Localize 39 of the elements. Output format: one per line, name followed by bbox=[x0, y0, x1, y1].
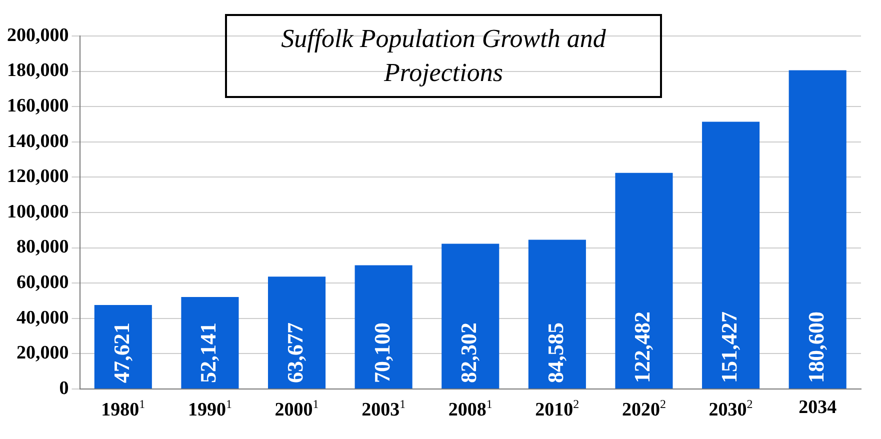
x-tick-label: 2030$^{2}$ bbox=[708, 397, 753, 422]
y-tick-label: 80,000 bbox=[16, 236, 69, 258]
x-tick-label: 2010$^{2}$ bbox=[535, 397, 580, 422]
data-label: 70,100 bbox=[369, 322, 394, 383]
y-tick-label: 20,000 bbox=[16, 342, 69, 364]
x-tick-label: 2000$^{1}$ bbox=[274, 397, 319, 422]
bar bbox=[181, 296, 239, 388]
bar bbox=[442, 244, 500, 388]
x-tick-label: 2008$^{1}$ bbox=[448, 397, 492, 422]
data-label: 84,585 bbox=[542, 322, 568, 383]
data-label: 122,482 bbox=[630, 312, 655, 383]
x-tick-label: 2003$^{1}$ bbox=[362, 397, 406, 422]
data-label: 82,302 bbox=[456, 322, 482, 383]
x-tick-label: 1990$^{1}$ bbox=[188, 397, 232, 422]
bar bbox=[528, 240, 586, 388]
y-tick-label: 200,000 bbox=[7, 24, 69, 46]
y-tick-label: 120,000 bbox=[7, 166, 69, 188]
y-tick-label: 100,000 bbox=[7, 201, 69, 222]
bar bbox=[788, 70, 846, 388]
bar bbox=[702, 122, 760, 388]
y-tick-label: 140,000 bbox=[7, 130, 69, 152]
bar bbox=[268, 276, 326, 388]
x-tick-label: 2034 bbox=[798, 397, 837, 419]
y-tick-label: 160,000 bbox=[7, 96, 69, 117]
bar bbox=[354, 265, 412, 388]
data-label: 180,600 bbox=[803, 312, 828, 383]
data-label: 63,677 bbox=[282, 322, 308, 383]
bar bbox=[615, 172, 673, 388]
y-tick-label: 40,000 bbox=[16, 307, 69, 328]
y-tick-label: 180,000 bbox=[7, 60, 69, 82]
x-tick-label: 2020$^{2}$ bbox=[622, 397, 666, 422]
y-tick-label: 60,000 bbox=[16, 272, 69, 294]
data-label: 52,141 bbox=[196, 322, 221, 383]
data-label: 47,621 bbox=[108, 322, 134, 383]
chart-title: Suffolk Population Growth and Projections bbox=[225, 14, 662, 98]
y-tick-label: 0 bbox=[59, 378, 69, 399]
x-tick-label: 1980$^{1}$ bbox=[101, 397, 146, 422]
data-label: 151,427 bbox=[716, 312, 742, 383]
bar bbox=[94, 304, 152, 388]
